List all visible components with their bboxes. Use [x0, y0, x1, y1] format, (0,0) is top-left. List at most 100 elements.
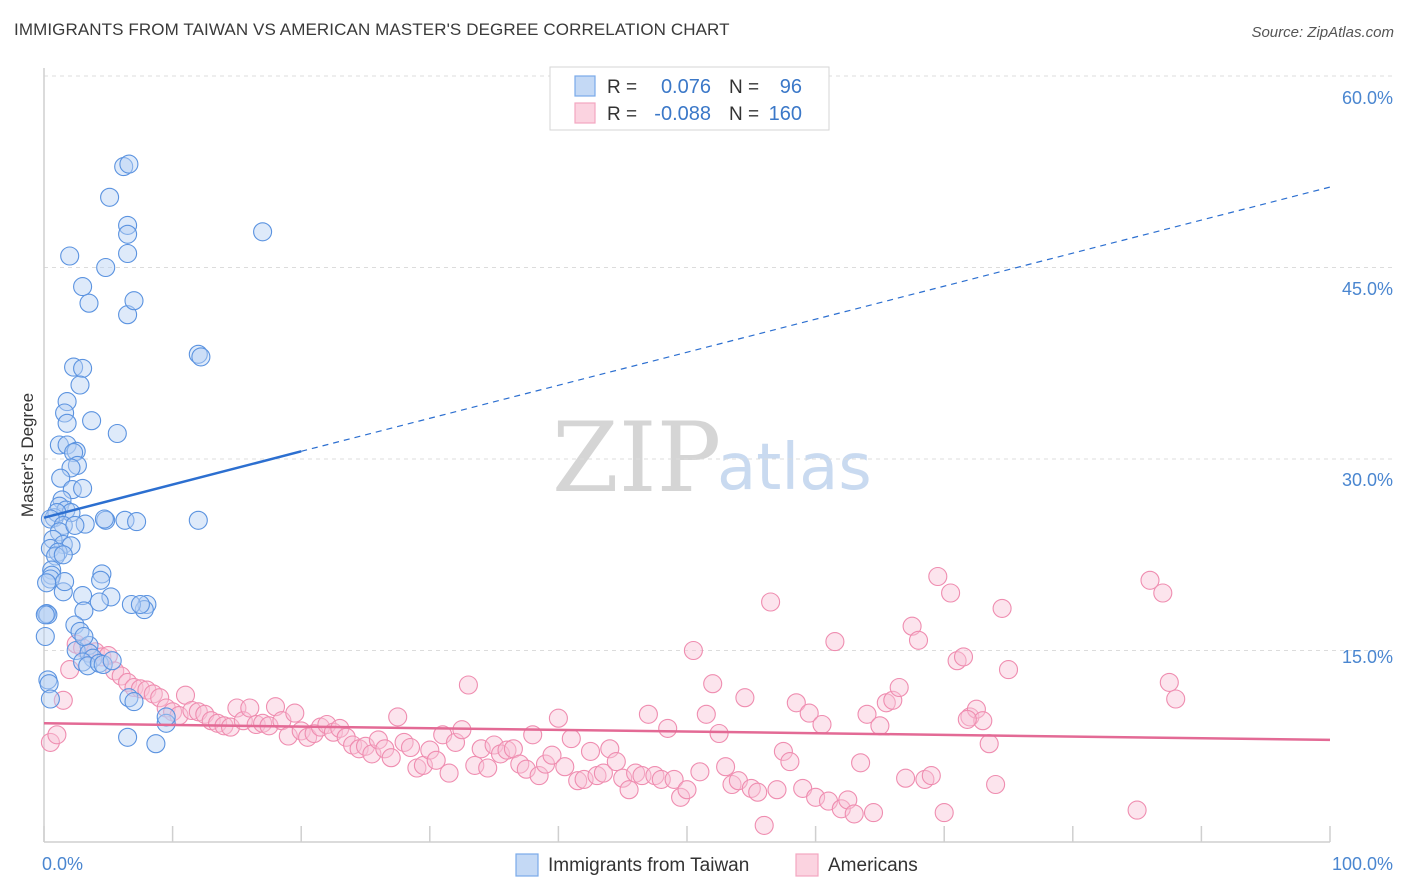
- taiwan-point: [91, 570, 111, 590]
- americans-point: [992, 598, 1012, 618]
- taiwan-point: [73, 586, 93, 606]
- americans-point: [979, 734, 999, 754]
- taiwan-point: [114, 157, 134, 177]
- taiwan-point: [70, 621, 90, 641]
- taiwan-point: [118, 224, 138, 244]
- americans-point: [388, 707, 408, 727]
- taiwan-point: [73, 358, 93, 378]
- americans-point: [957, 709, 977, 729]
- taiwan-point: [74, 626, 94, 647]
- taiwan-point: [127, 512, 147, 532]
- legend-swatch-americans: [574, 102, 596, 124]
- legend-n-value-taiwan: 96: [780, 76, 802, 98]
- americans-point: [240, 698, 260, 718]
- legend-box: [549, 66, 830, 131]
- americans-point: [619, 780, 639, 800]
- correlation-legend: R = 0.076 N = 96 R = -0.088 N = 160: [549, 66, 830, 131]
- x-tick-label-100: 100.0%: [1332, 854, 1393, 874]
- taiwan-point: [137, 594, 157, 615]
- americans-point: [754, 815, 774, 835]
- americans-point: [953, 647, 974, 667]
- americans-point: [47, 725, 67, 745]
- taiwan-point: [37, 573, 57, 593]
- americans-point: [381, 748, 401, 768]
- taiwan-point: [124, 291, 144, 311]
- americans-point: [394, 732, 414, 752]
- watermark-zip: ZIP: [552, 402, 721, 514]
- taiwan-point: [102, 651, 122, 671]
- taiwan-point: [107, 423, 127, 444]
- taiwan-point: [35, 605, 55, 625]
- americans-point: [458, 675, 478, 695]
- taiwan-point: [118, 727, 138, 747]
- taiwan-point: [60, 246, 80, 266]
- americans-point: [671, 787, 691, 807]
- taiwan-point: [64, 443, 84, 463]
- taiwan-point: [55, 572, 75, 592]
- taiwan-point: [75, 514, 95, 534]
- y-tick-label-30: 30.0%: [1342, 470, 1393, 490]
- americans-point: [896, 768, 916, 788]
- taiwan-point: [96, 510, 116, 530]
- taiwan-point: [253, 222, 273, 242]
- americans-point: [593, 763, 613, 783]
- y-tick-label-60: 60.0%: [1342, 88, 1393, 108]
- legend-swatch-taiwan: [574, 75, 596, 97]
- americans-point: [658, 718, 678, 738]
- americans-point: [928, 566, 948, 587]
- taiwan-point: [62, 480, 82, 500]
- taiwan-point: [37, 603, 57, 624]
- taiwan-point: [35, 626, 55, 647]
- taiwan-point: [191, 347, 211, 367]
- legend-r-value-americans: -0.088: [654, 103, 711, 125]
- trend-line-taiwan-extension: [301, 186, 1331, 452]
- taiwan-point: [79, 293, 99, 313]
- americans-point: [471, 739, 491, 759]
- americans-point: [683, 640, 703, 661]
- americans-point: [580, 741, 601, 761]
- bottom-legend-label-americans: Americans: [828, 855, 918, 876]
- americans-point: [1140, 570, 1160, 590]
- americans-point: [638, 704, 658, 724]
- americans-point: [844, 804, 864, 824]
- taiwan-point: [134, 600, 154, 620]
- americans-point: [773, 741, 793, 761]
- americans-point: [941, 583, 961, 603]
- americans-point: [182, 700, 202, 721]
- americans-point: [1166, 689, 1186, 709]
- americans-point: [317, 714, 337, 735]
- americans-point: [709, 723, 729, 744]
- taiwan-point: [188, 344, 208, 364]
- americans-point: [420, 740, 440, 760]
- legend-n-value-americans: 160: [769, 103, 802, 125]
- taiwan-point: [73, 478, 93, 498]
- taiwan-point: [94, 509, 114, 529]
- taiwan-point: [57, 392, 77, 412]
- y-axis-tick-labels: 15.0% 30.0% 45.0% 60.0%: [1342, 88, 1393, 667]
- americans-point: [921, 766, 941, 786]
- y-axis-label: Master's Degree: [18, 393, 37, 517]
- americans-point: [568, 771, 588, 791]
- americans-point: [426, 750, 446, 770]
- gridlines: [44, 75, 1392, 651]
- americans-point: [478, 758, 498, 778]
- americans-point: [574, 769, 594, 789]
- series-immigrants-from-taiwan: [35, 154, 273, 754]
- bottom-legend-label-taiwan: Immigrants from Taiwan: [548, 855, 749, 876]
- americans-point: [838, 790, 858, 810]
- bottom-legend-swatch-taiwan: [515, 853, 539, 877]
- americans-point: [812, 714, 832, 735]
- americans-point: [542, 745, 562, 765]
- taiwan-point: [124, 692, 144, 712]
- americans-point: [696, 704, 716, 724]
- americans-point: [806, 787, 826, 807]
- series-legend: Immigrants from Taiwan Americans: [515, 853, 918, 877]
- americans-point: [497, 740, 517, 760]
- americans-point: [986, 774, 1006, 795]
- americans-point: [561, 729, 581, 749]
- americans-point: [703, 674, 723, 694]
- americans-point: [973, 711, 993, 731]
- americans-point: [265, 697, 286, 717]
- legend-r-value-taiwan: 0.076: [661, 76, 711, 98]
- americans-point: [870, 716, 890, 736]
